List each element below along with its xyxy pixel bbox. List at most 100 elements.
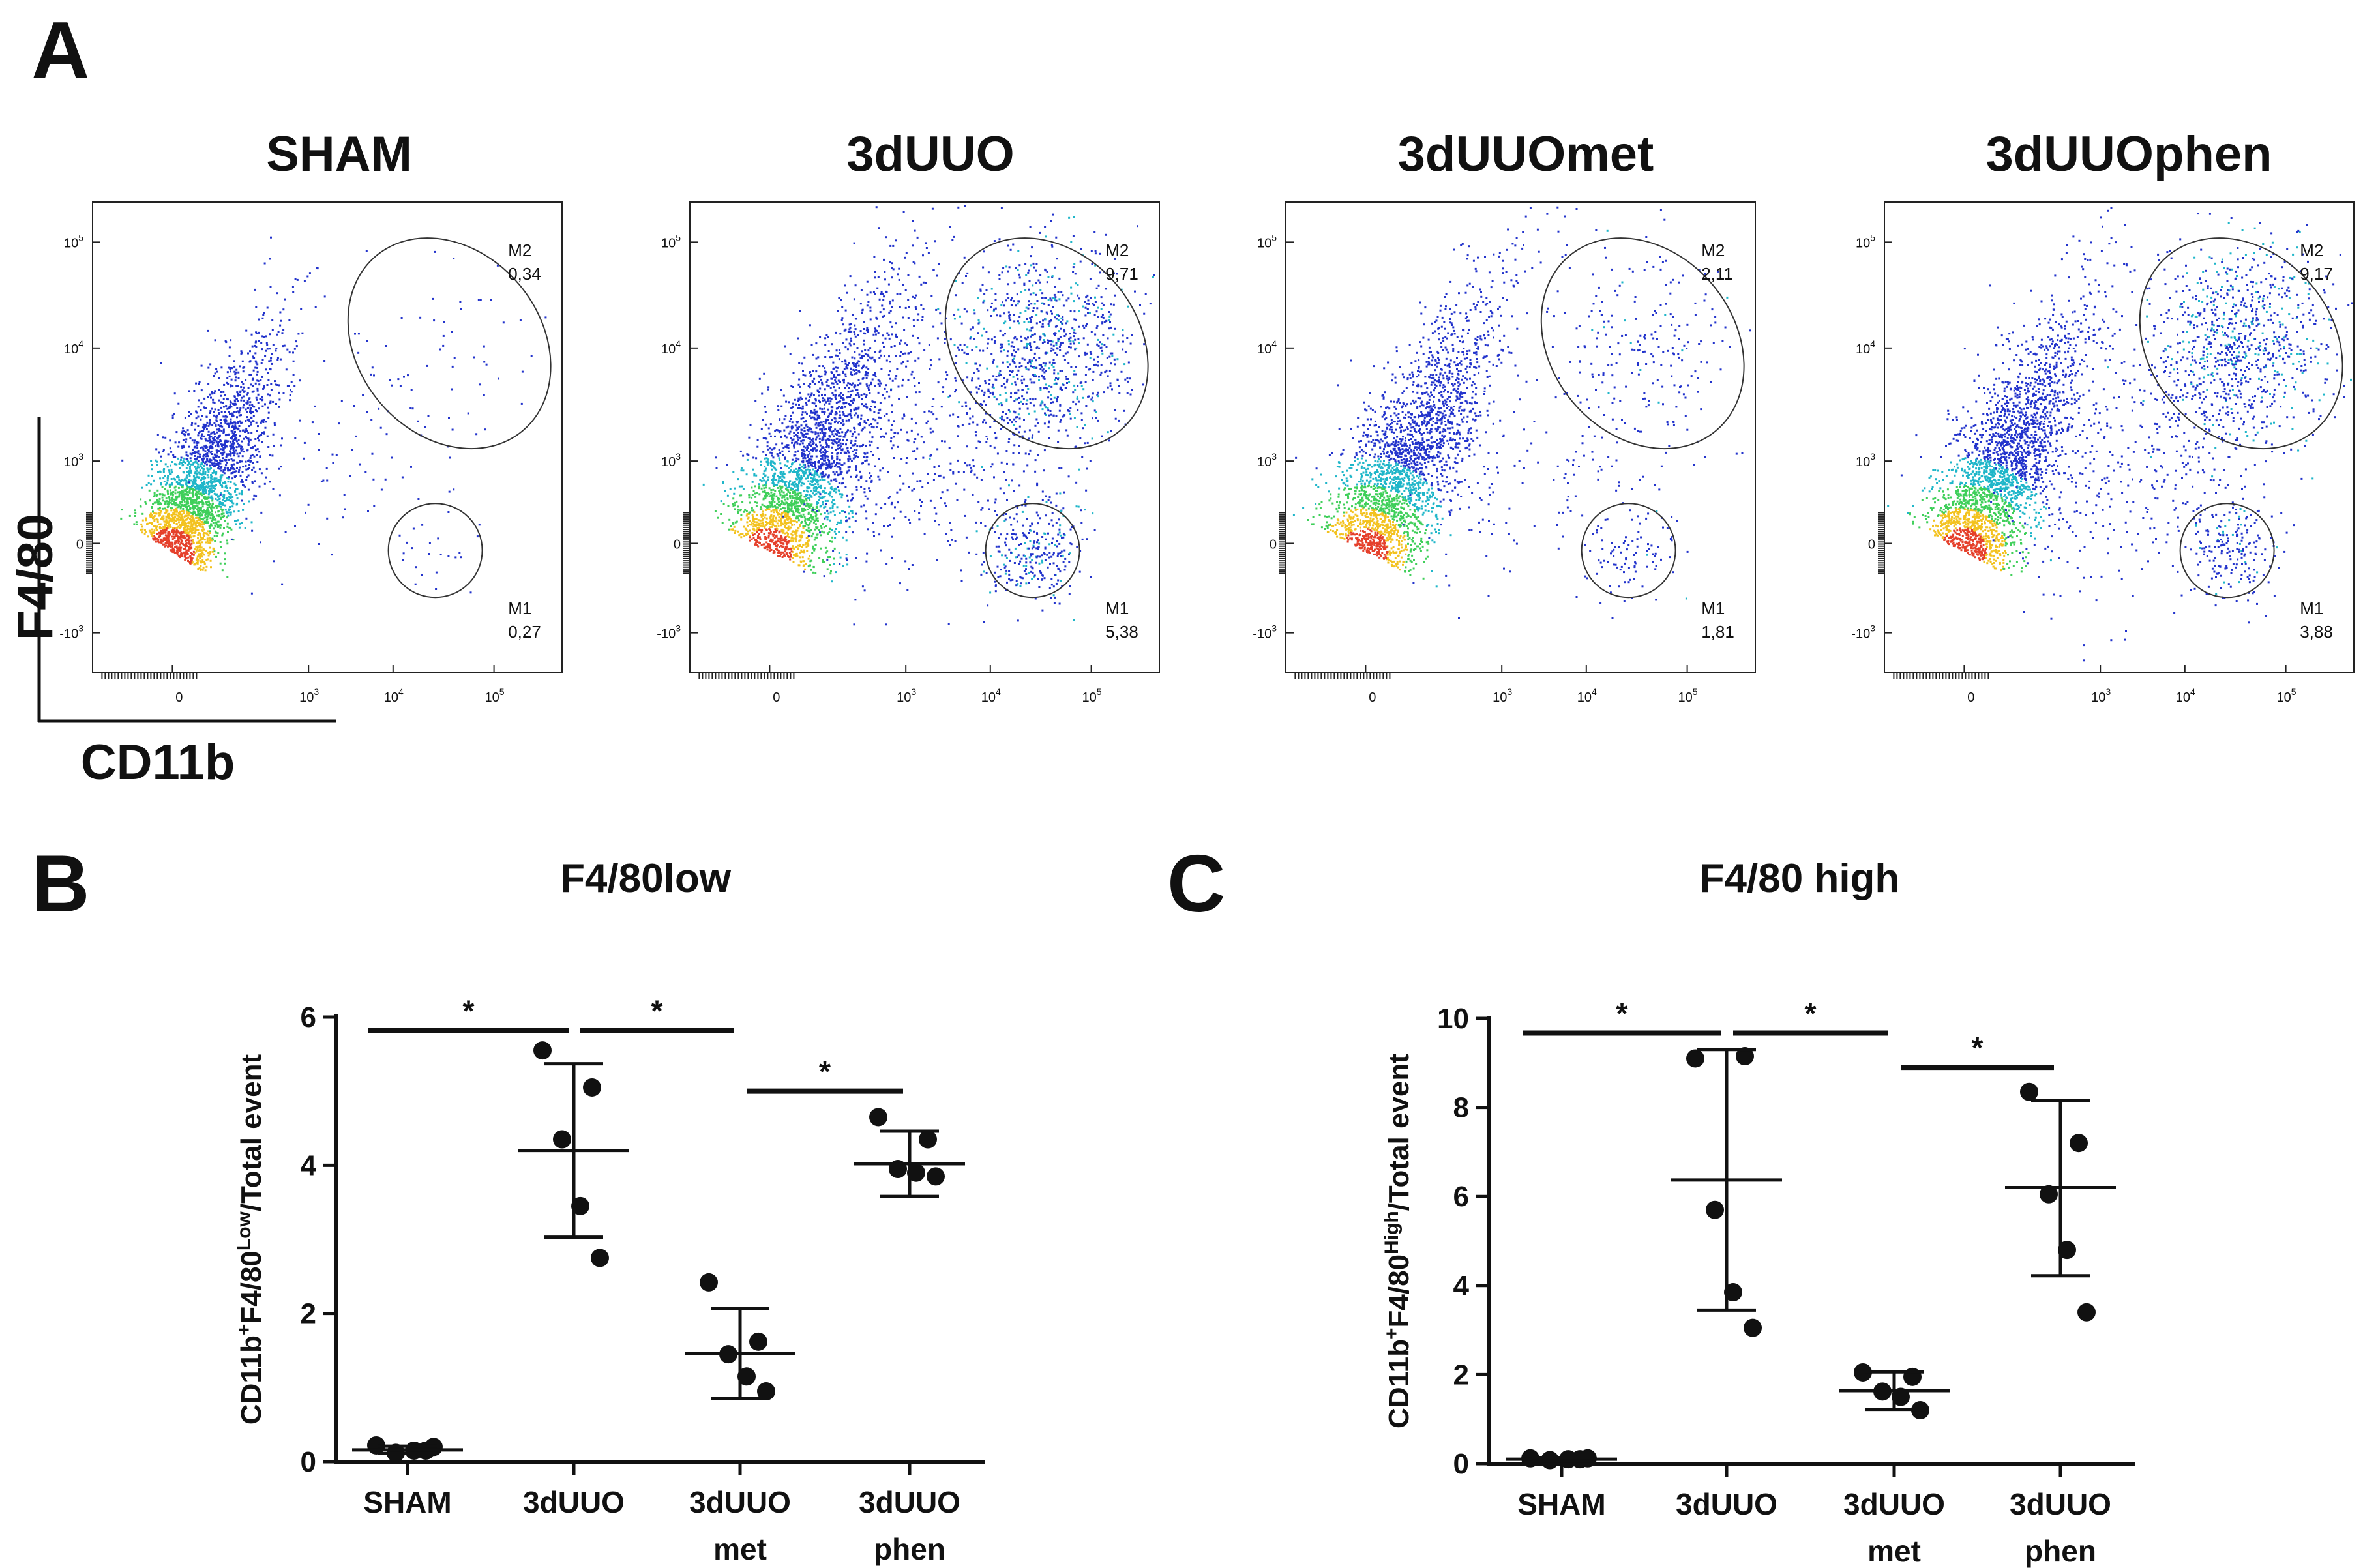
flow-plot-frame [92, 201, 563, 673]
flow-y-tick-label: 103 [1257, 451, 1277, 469]
flow-plot-frame [689, 201, 1160, 673]
flow-y-tick-label: 0 [674, 537, 681, 552]
data-point [2040, 1185, 2058, 1204]
x-tick-label-line2: phen [2025, 1534, 2096, 1568]
gate-m1 [2179, 503, 2275, 599]
y-tick-label: 2 [301, 1298, 316, 1330]
panel-letter-b: B [31, 839, 90, 929]
flow-x-tick-label: 0 [773, 690, 780, 705]
significance-star: * [463, 994, 475, 1028]
y-tick-label: 4 [301, 1149, 317, 1181]
flow-panel: 3dUUO 105 104 103 0 -103 0 103 104 105 M2 9,71 M1 5,3… [657, 126, 1160, 705]
flow-x-tick-label: 103 [897, 687, 916, 705]
flow-y-tick-label: 105 [1257, 232, 1277, 250]
data-point [1854, 1363, 1872, 1382]
y-axis-label: CD11b+F4/80Low/Total event [233, 1054, 267, 1425]
flow-x-tick-label: 104 [384, 687, 404, 705]
flow-y-tick-label: -103 [1851, 623, 1875, 642]
gate-m2-name: M2 [508, 241, 531, 260]
gate-m1-value: 0,27 [508, 622, 541, 642]
flow-y-tick-label: 104 [1257, 338, 1277, 357]
y-tick-label: 6 [1453, 1181, 1469, 1213]
gate-m2-value: 9,71 [1105, 264, 1138, 284]
flow-panels: SHAM 105 104 103 0 -103 0 103 104 105 M2 0,34 M1 0,27… [59, 126, 2355, 705]
flow-y-tick-label: 104 [661, 338, 681, 357]
flow-events [702, 205, 1155, 626]
data-point [553, 1130, 571, 1149]
gate-m1-name: M1 [1105, 599, 1129, 618]
data-point [1892, 1387, 1910, 1406]
significance-star: * [819, 1055, 831, 1089]
data-point [571, 1196, 589, 1215]
significance-star: * [1616, 997, 1628, 1031]
flow-panel-title: SHAM [266, 126, 412, 182]
x-tick-label: SHAM [363, 1485, 451, 1519]
data-point [533, 1041, 552, 1060]
data-point [737, 1367, 756, 1386]
gate-m2-value: 9,17 [2300, 264, 2333, 284]
y-tick-label: 10 [1437, 1003, 1469, 1035]
chart-f480-low: F4/80low 0 2 4 6 SHAM 3dUUO 3dUUO met 3dUUO phen CD… [233, 856, 985, 1566]
chart-f480-high: F4/80 high 0 2 4 6 8 10 SHAM 3dUUO 3dUUO met 3dUUO p… [1381, 856, 2135, 1568]
y-tick-label: 0 [1453, 1448, 1469, 1480]
x-tick-label: 3dUUO [1843, 1487, 1945, 1521]
flow-events [1887, 207, 2353, 662]
x-tick-label: 3dUUO [689, 1485, 791, 1519]
y-tick-label: 6 [301, 1001, 316, 1033]
gate-m2 [944, 237, 1149, 450]
x-tick-label: 3dUUO [2010, 1487, 2111, 1521]
flow-x-tick-label: 104 [1577, 687, 1597, 705]
flow-x-tick-label: 105 [1678, 687, 1698, 705]
flow-y-tick-label: 103 [64, 451, 83, 469]
x-tick-label: 3dUUO [859, 1485, 960, 1519]
data-point [2077, 1303, 2096, 1322]
flow-y-tick-label: 0 [1868, 537, 1875, 552]
data-point [1744, 1318, 1762, 1337]
gate-m2-name: M2 [1701, 241, 1725, 260]
y-tick-label: 4 [1453, 1270, 1470, 1302]
flow-y-tick-label: 0 [1270, 537, 1277, 552]
flow-x-tick-label: 0 [175, 690, 183, 705]
data-point [1724, 1283, 1742, 1302]
flow-y-tick-label: -103 [1253, 623, 1277, 642]
data-point [749, 1332, 767, 1351]
flow-x-tick-label: 105 [1082, 687, 1102, 705]
x-tick-label-line2: met [713, 1532, 767, 1566]
data-point [2070, 1134, 2088, 1153]
y-tick-label: 8 [1453, 1092, 1469, 1124]
gate-m1-value: 5,38 [1105, 622, 1138, 642]
flow-x-tick-label: 105 [485, 687, 505, 705]
flow-panel: 3dUUOphen 105 104 103 0 -103 0 103 104 105 M2 9,17 M… [1851, 126, 2355, 705]
gate-m2-name: M2 [2300, 241, 2323, 260]
data-point [869, 1108, 887, 1127]
gate-m1-name: M1 [508, 599, 531, 618]
flow-y-tick-label: -103 [59, 623, 83, 642]
significance-star: * [1805, 997, 1817, 1031]
data-point [591, 1249, 609, 1267]
flow-x-tick-label: 104 [981, 687, 1001, 705]
gate-m1 [1581, 503, 1676, 599]
flow-panel-title: 3dUUOmet [1398, 126, 1654, 182]
data-point [927, 1167, 945, 1186]
flow-x-tick-label: 105 [2277, 687, 2296, 705]
flow-y-tick-label: -103 [657, 623, 681, 642]
flow-x-tick-label: 103 [1493, 687, 1512, 705]
data-point [583, 1078, 601, 1097]
flow-events [1292, 206, 1751, 619]
gate-m2 [347, 237, 552, 450]
flow-y-tick-label: 0 [76, 537, 83, 552]
x-tick-label-line2: met [1867, 1534, 1921, 1568]
flow-x-tick-label: 103 [2091, 687, 2111, 705]
flow-y-tick-label: 105 [1856, 232, 1875, 250]
flow-plot-frame [1285, 201, 1756, 673]
y-tick-label: 2 [1453, 1359, 1469, 1391]
panel-letter-c: C [1167, 839, 1226, 929]
y-axis-label: CD11b+F4/80High/Total event [1381, 1054, 1415, 1428]
gate-m1 [985, 503, 1080, 599]
flow-panel-title: 3dUUO [846, 126, 1015, 182]
flow-x-tick-label: 0 [1369, 690, 1376, 705]
flow-axis-indicator: F4/80 CD11b [8, 417, 336, 790]
flow-x-tick-label: 103 [299, 687, 319, 705]
gate-m1-name: M1 [1701, 599, 1725, 618]
